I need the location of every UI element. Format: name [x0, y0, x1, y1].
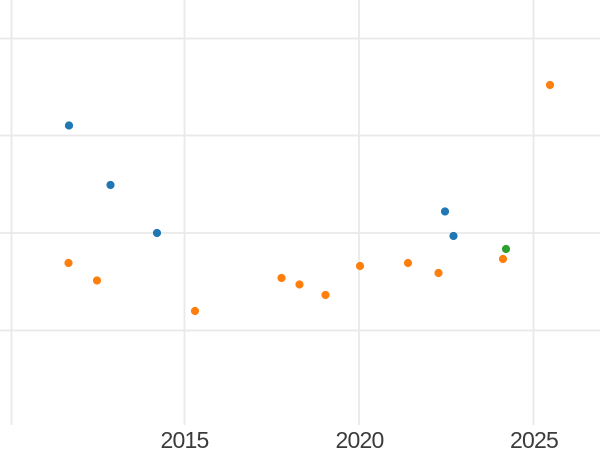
data-point-series-orange	[321, 290, 330, 300]
data-point-series-orange	[434, 268, 443, 278]
data-point-series-orange	[545, 80, 555, 90]
data-point-series-orange	[498, 254, 508, 264]
data-point-series-orange	[190, 306, 200, 316]
data-point-series-orange	[403, 258, 413, 268]
data-point-series-blue	[106, 180, 115, 190]
data-point-series-blue	[440, 207, 450, 216]
data-point-series-blue	[64, 121, 74, 130]
data-point-series-orange	[355, 261, 365, 271]
data-point-series-blue	[152, 228, 162, 238]
data-point-series-orange	[64, 258, 73, 268]
data-point-series-orange	[295, 280, 304, 289]
data-point-series-orange	[277, 273, 286, 283]
data-point-series-orange	[92, 276, 102, 285]
data-point-series-green	[501, 244, 511, 254]
data-point-series-blue	[449, 231, 458, 241]
